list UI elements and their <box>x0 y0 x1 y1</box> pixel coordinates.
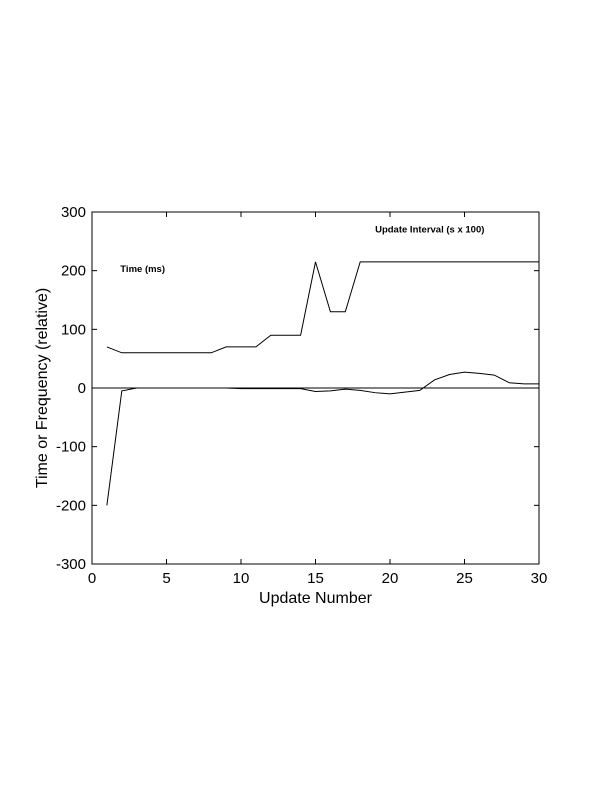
x-axis-title: Update Number <box>259 590 373 607</box>
annotations: Time (ms) Update Interval (s x 100) <box>120 225 484 275</box>
annotation-update-interval: Update Interval (s x 100) <box>375 225 484 236</box>
annotation-time: Time (ms) <box>120 264 165 275</box>
y-tick-label: 200 <box>61 263 86 280</box>
series-line-2 <box>106 371 539 506</box>
x-tick-label: 0 <box>88 570 96 587</box>
series-line-1 <box>106 261 539 354</box>
x-tick-label: 10 <box>233 570 250 587</box>
x-tick-label: 25 <box>456 570 473 587</box>
x-tick-label: 5 <box>162 570 170 587</box>
x-tick-label: 15 <box>307 570 324 587</box>
y-tick-label: -200 <box>56 497 86 514</box>
y-tick-label: 0 <box>78 380 86 397</box>
series-layer <box>92 261 539 506</box>
x-tick-label: 30 <box>531 570 548 587</box>
y-tick-label: -300 <box>56 556 86 573</box>
y-tick-label: 300 <box>61 204 86 221</box>
x-tick-label: 20 <box>382 570 399 587</box>
y-tick-label: -100 <box>56 439 86 456</box>
y-tick-label: 100 <box>61 321 86 338</box>
y-axis-title: Time or Frequency (relative) <box>34 288 51 488</box>
axis-ticks: 0 5 10 15 20 25 30 300 200 100 0 -100 -200 -300 <box>56 204 547 587</box>
